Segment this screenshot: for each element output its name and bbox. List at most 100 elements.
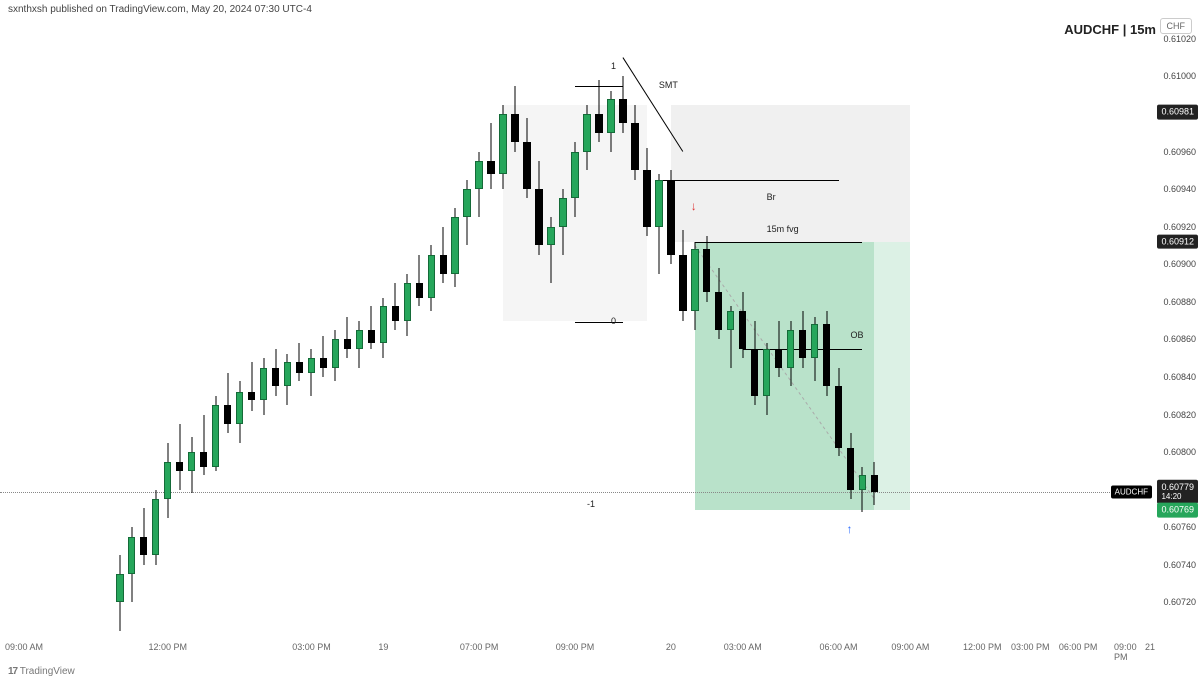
candle	[571, 20, 578, 640]
time-tick: 20	[666, 642, 676, 652]
label-1: 1	[611, 61, 616, 71]
label-0: 0	[611, 316, 616, 326]
candle	[236, 20, 243, 640]
candle	[787, 20, 794, 640]
candle	[835, 20, 842, 640]
candle	[380, 20, 387, 640]
candle	[188, 20, 195, 640]
candle	[224, 20, 231, 640]
label-ob: OB	[851, 330, 864, 340]
candle	[595, 20, 602, 640]
candle	[332, 20, 339, 640]
candle	[272, 20, 279, 640]
time-tick: 06:00 PM	[1059, 642, 1098, 652]
candle	[547, 20, 554, 640]
price-tick: 0.60900	[1163, 259, 1196, 269]
time-tick: 07:00 PM	[460, 642, 499, 652]
candle	[404, 20, 411, 640]
candle	[643, 20, 650, 640]
candle	[535, 20, 542, 640]
price-tick: 0.60720	[1163, 597, 1196, 607]
candle	[499, 20, 506, 640]
candle	[176, 20, 183, 640]
candle	[440, 20, 447, 640]
candle	[248, 20, 255, 640]
candle	[416, 20, 423, 640]
price-tick: 0.60920	[1163, 222, 1196, 232]
tv-logo-text: TradingView	[20, 666, 75, 677]
chart-area[interactable]: 1SMTBr15m fvgOB0-1↓↑	[0, 20, 1150, 660]
price-axis: 0.610200.610000.609800.609600.609400.609…	[1150, 20, 1200, 660]
price-tick: 0.60820	[1163, 410, 1196, 420]
candle	[320, 20, 327, 640]
candle	[619, 20, 626, 640]
pair-flag: AUDCHF	[1111, 485, 1152, 498]
candle	[655, 20, 662, 640]
candle	[128, 20, 135, 640]
candle	[751, 20, 758, 640]
price-tick: 0.60740	[1163, 560, 1196, 570]
candle	[799, 20, 806, 640]
candle	[428, 20, 435, 640]
tv-logo-icon: 17	[8, 666, 17, 677]
candle	[463, 20, 470, 640]
candle	[260, 20, 267, 640]
candle	[775, 20, 782, 640]
price-tick: 0.60960	[1163, 147, 1196, 157]
candle	[344, 20, 351, 640]
candle	[727, 20, 734, 640]
short-arrow: ↓	[691, 200, 697, 212]
candle	[116, 20, 123, 640]
time-tick: 12:00 PM	[148, 642, 187, 652]
candle	[763, 20, 770, 640]
candle	[739, 20, 746, 640]
publish-text: sxnthxsh published on TradingView.com, M…	[8, 4, 312, 15]
candle	[296, 20, 303, 640]
tradingview-logo: 17 TradingView	[8, 666, 75, 677]
time-tick: 03:00 PM	[292, 642, 331, 652]
time-tick: 09:00 AM	[5, 642, 43, 652]
candle	[475, 20, 482, 640]
candle	[811, 20, 818, 640]
candle	[631, 20, 638, 640]
time-tick: 09:00 PM	[1114, 642, 1138, 662]
exit-arrow: ↑	[847, 523, 853, 535]
price-tick: 0.60880	[1163, 297, 1196, 307]
time-tick: 03:00 PM	[1011, 642, 1050, 652]
candle	[691, 20, 698, 640]
price-tick: 0.60760	[1163, 522, 1196, 532]
candle	[715, 20, 722, 640]
top-bar: sxnthxsh published on TradingView.com, M…	[0, 0, 1200, 20]
candle	[487, 20, 494, 640]
candle	[392, 20, 399, 640]
candle	[200, 20, 207, 640]
candle	[140, 20, 147, 640]
label-15mfvg: 15m fvg	[767, 224, 799, 234]
time-tick: 06:00 AM	[820, 642, 858, 652]
time-tick: 09:00 PM	[556, 642, 595, 652]
root: sxnthxsh published on TradingView.com, M…	[0, 0, 1200, 681]
price-tick: 0.60860	[1163, 334, 1196, 344]
candle	[559, 20, 566, 640]
price-tick: 0.60840	[1163, 372, 1196, 382]
candle	[284, 20, 291, 640]
candle	[679, 20, 686, 640]
time-tick: 19	[378, 642, 388, 652]
time-tick: 21	[1145, 642, 1155, 652]
candle	[667, 20, 674, 640]
candle	[583, 20, 590, 640]
label-smt: SMT	[659, 80, 678, 90]
candle	[308, 20, 315, 640]
candle	[511, 20, 518, 640]
candle	[451, 20, 458, 640]
price-tick: 0.60940	[1163, 184, 1196, 194]
price-tick: 0.61020	[1163, 34, 1196, 44]
price-flag: 0.60769	[1157, 503, 1198, 518]
candle	[871, 20, 878, 640]
time-tick: 03:00 AM	[724, 642, 762, 652]
candle	[703, 20, 710, 640]
candle	[607, 20, 614, 640]
price-flag: 0.60981	[1157, 105, 1198, 120]
candle	[523, 20, 530, 640]
time-axis: 09:00 AM 12:00 PM 03:00 PM 19 07:00 PM 09:00 …	[0, 640, 1150, 660]
